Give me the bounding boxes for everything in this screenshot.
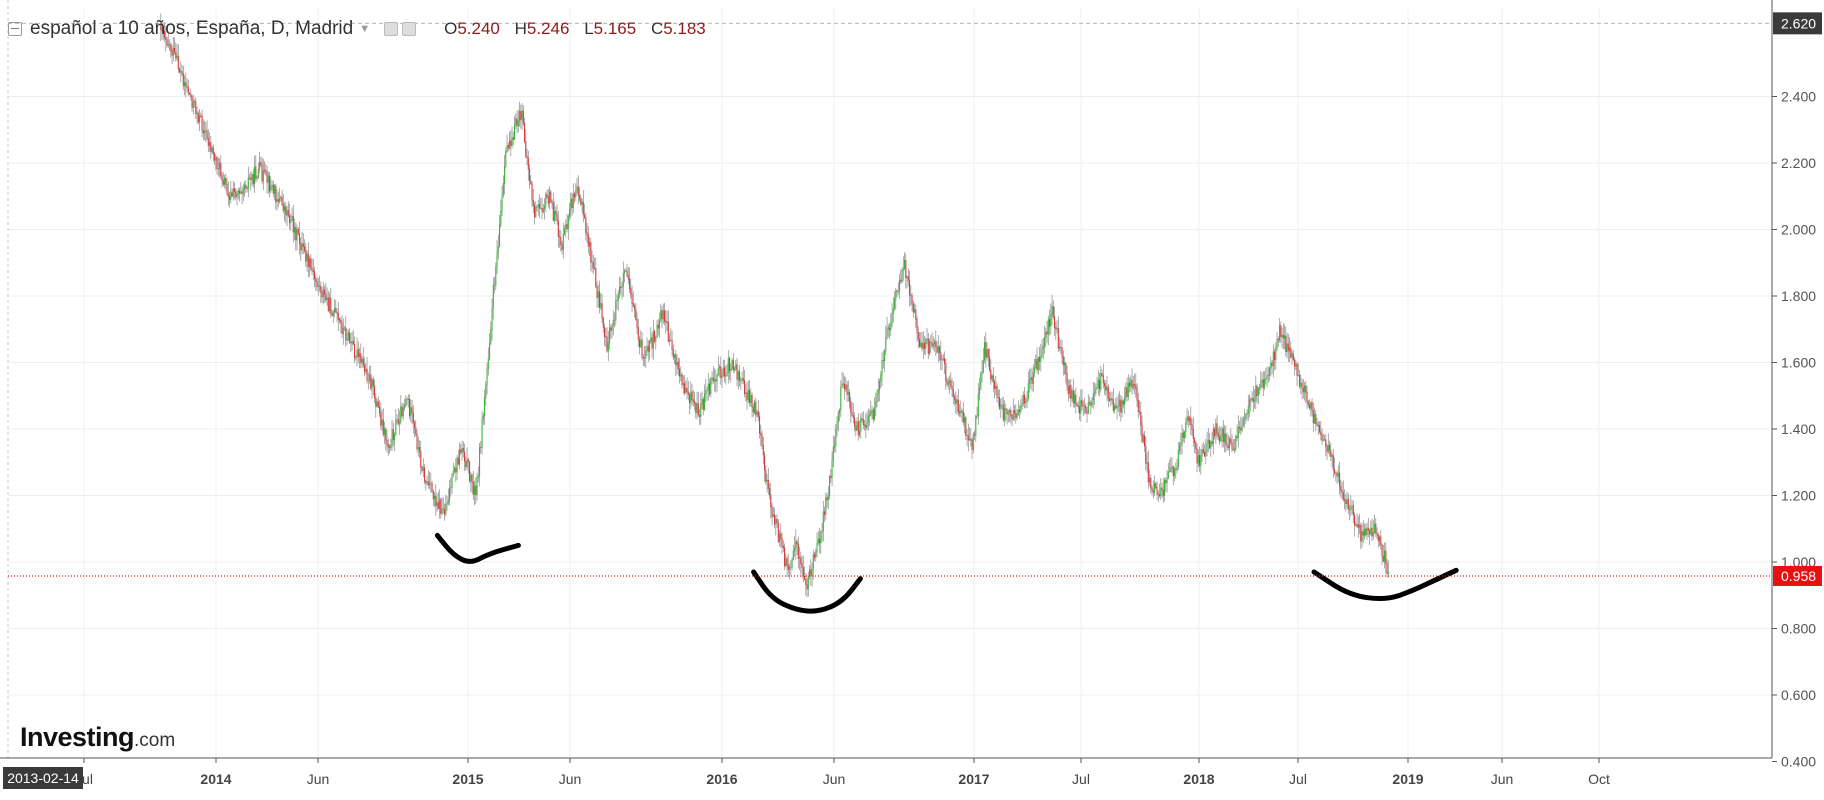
x-tick-label: Jul: [1072, 771, 1090, 787]
crosshair-price-box: [1773, 12, 1822, 35]
last-price-label: 0.958: [1781, 568, 1816, 584]
x-tick-label: 2014: [200, 771, 231, 787]
close-icon[interactable]: [402, 22, 417, 36]
x-tick-label: 2016: [706, 771, 737, 787]
freehand-annotations: [434, 532, 1459, 614]
high-label: H: [514, 19, 527, 38]
x-tick-label: Jun: [1491, 771, 1514, 787]
settings-icon[interactable]: [384, 22, 399, 36]
collapse-legend-icon[interactable]: [8, 22, 22, 36]
price-axis-background: [1772, 0, 1824, 795]
x-tick-label: 2017: [958, 771, 989, 787]
y-tick-label: 1.400: [1781, 421, 1816, 437]
x-tick-label: Jun: [307, 771, 330, 787]
close-label: C: [650, 19, 664, 38]
grid: [7, 0, 1772, 762]
logo-suffix: .com: [134, 730, 176, 751]
x-tick-label: Jun: [559, 771, 582, 787]
x-tick-label: Jul: [1289, 771, 1307, 787]
time-axis-background: [0, 758, 1824, 795]
y-tick-label: 1.800: [1781, 288, 1816, 304]
logo-main: Investing: [20, 722, 135, 752]
y-tick-label: 2.400: [1781, 89, 1816, 105]
y-tick-label: 0.800: [1781, 621, 1816, 637]
chart-overlay: [8, 22, 1772, 577]
open-label: O: [444, 19, 458, 38]
open-value: 5.240: [457, 19, 500, 38]
chart-legend: español a 10 años, España, D, Madrid ▼ O…: [8, 14, 706, 44]
ohlc-values: O5.240 H5.246 L5.165 C5.183: [434, 19, 706, 39]
crosshair-date-box: [3, 767, 83, 789]
price-candles: [160, 13, 1389, 598]
x-tick-label: 2018: [1183, 771, 1214, 787]
y-tick-label: 0.400: [1781, 754, 1816, 770]
y-tick-label: 2.200: [1781, 155, 1816, 171]
high-value: 5.246: [526, 19, 570, 38]
last-price-box: [1773, 565, 1822, 586]
y-tick-label: 2.000: [1781, 222, 1816, 238]
freehand-curve-2[interactable]: [751, 569, 863, 614]
crosshair-date-label: 2013-02-14: [7, 770, 79, 786]
x-tick-label: Jun: [823, 771, 846, 787]
freehand-curve-1[interactable]: [434, 532, 521, 564]
chevron-down-icon[interactable]: ▼: [359, 23, 371, 35]
x-tick-label: 2015: [452, 771, 483, 787]
low-value: 5.165: [593, 19, 637, 38]
x-tick-label: Oct: [1588, 771, 1610, 787]
low-label: L: [584, 19, 594, 38]
y-tick-label: 1.200: [1781, 488, 1816, 504]
chart-title: español a 10 años, España, D, Madrid: [30, 18, 354, 39]
close-value: 5.183: [663, 19, 706, 38]
x-tick-label: 2019: [1392, 771, 1423, 787]
y-tick-label: 1.600: [1781, 355, 1816, 371]
crosshair-price-label: 2.620: [1781, 15, 1816, 31]
y-tick-label: 0.600: [1781, 687, 1816, 703]
freehand-curve-3[interactable]: [1311, 567, 1459, 602]
investing-logo: Investing.com: [20, 722, 175, 753]
